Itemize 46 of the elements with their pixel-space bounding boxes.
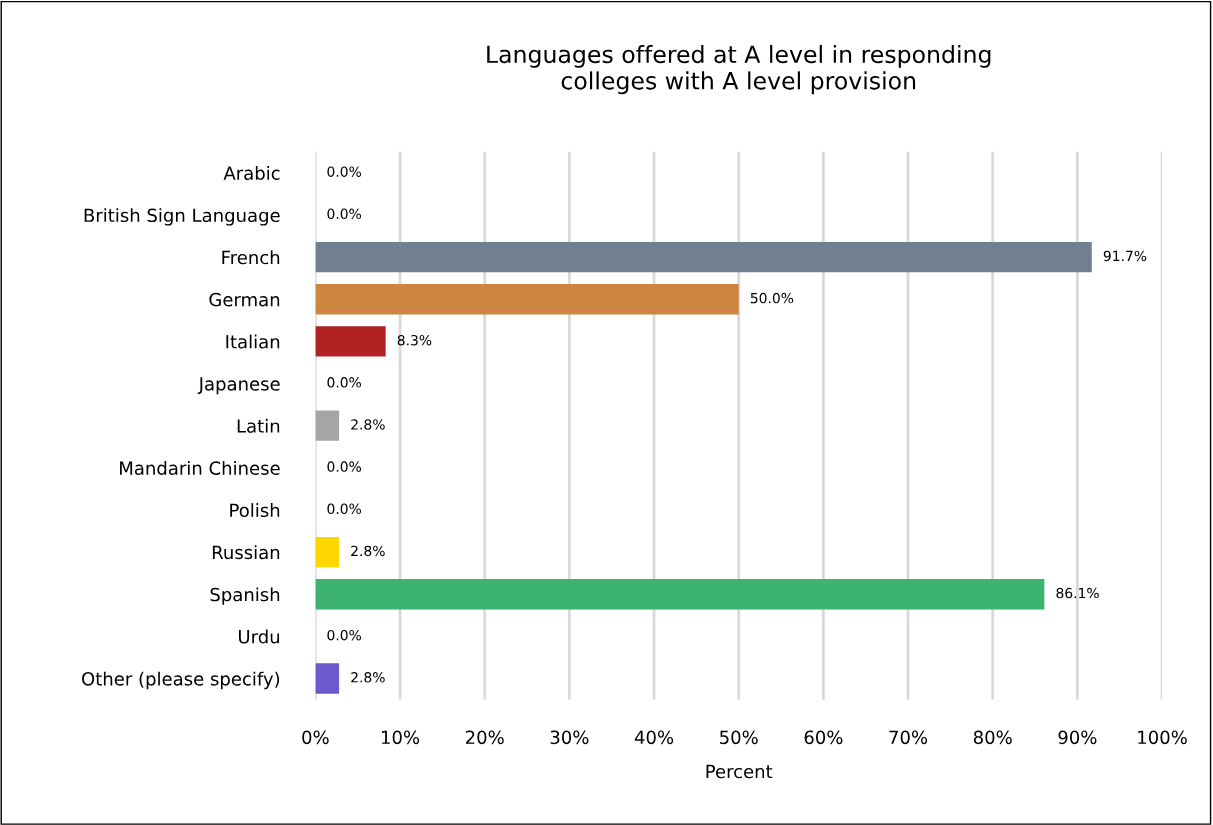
y-tick-label: Urdu	[239, 629, 280, 644]
x-tick-label: 40%	[634, 730, 674, 745]
data-label: 2.8%	[351, 545, 385, 557]
data-label: 0.0%	[327, 503, 362, 515]
y-tick-label: Russian	[212, 545, 280, 560]
x-tick-label: 20%	[465, 730, 504, 745]
data-label: 50.0%	[750, 292, 794, 304]
data-label: 0.0%	[327, 629, 362, 641]
chart-title: Languages offered at A level in responding colleges with A level provision	[487, 44, 991, 95]
y-tick-label: Japanese	[197, 377, 280, 395]
x-tick-label: 30%	[550, 730, 589, 745]
data-label: 0.0%	[327, 166, 362, 177]
y-tick-label: Polish	[230, 503, 280, 518]
bar	[315, 579, 1045, 610]
data-label: 0.0%	[327, 377, 362, 388]
y-tick-label: British Sign Language	[84, 208, 280, 226]
x-tick-label: 10%	[381, 730, 420, 745]
data-label: 0.0%	[327, 208, 362, 220]
y-tick-label: Arabic	[223, 166, 280, 180]
bar	[315, 410, 340, 441]
bar	[315, 326, 386, 357]
data-label: 2.8%	[351, 672, 385, 683]
y-tick-label: Spanish	[210, 587, 280, 605]
bar	[315, 663, 340, 694]
bar	[315, 284, 739, 315]
data-label: 8.3%	[397, 334, 432, 346]
x-tick-label: 100%	[1138, 730, 1187, 745]
data-label: 0.0%	[327, 461, 362, 472]
y-tick-label: Italian	[226, 334, 280, 349]
x-tick-label: 80%	[973, 730, 1012, 745]
x-tick-label: 90%	[1058, 730, 1097, 745]
y-tick-label: Latin	[237, 418, 280, 433]
data-label: 2.8%	[351, 419, 385, 430]
y-tick-label: German	[209, 292, 280, 307]
x-axis-title: Percent	[706, 764, 773, 779]
data-label: 86.1%	[1056, 587, 1099, 599]
x-tick-label: 0%	[302, 730, 329, 745]
x-tick-label: 60%	[804, 730, 843, 745]
y-tick-label: French	[222, 250, 280, 265]
data-label: 91.7%	[1103, 250, 1147, 262]
y-tick-label: Other (please specify)	[82, 671, 280, 690]
bar	[315, 536, 340, 568]
bar	[315, 241, 1092, 273]
y-tick-label: Mandarin Chinese	[120, 460, 280, 475]
x-tick-label: 70%	[889, 730, 928, 745]
x-tick-label: 50%	[720, 730, 758, 745]
